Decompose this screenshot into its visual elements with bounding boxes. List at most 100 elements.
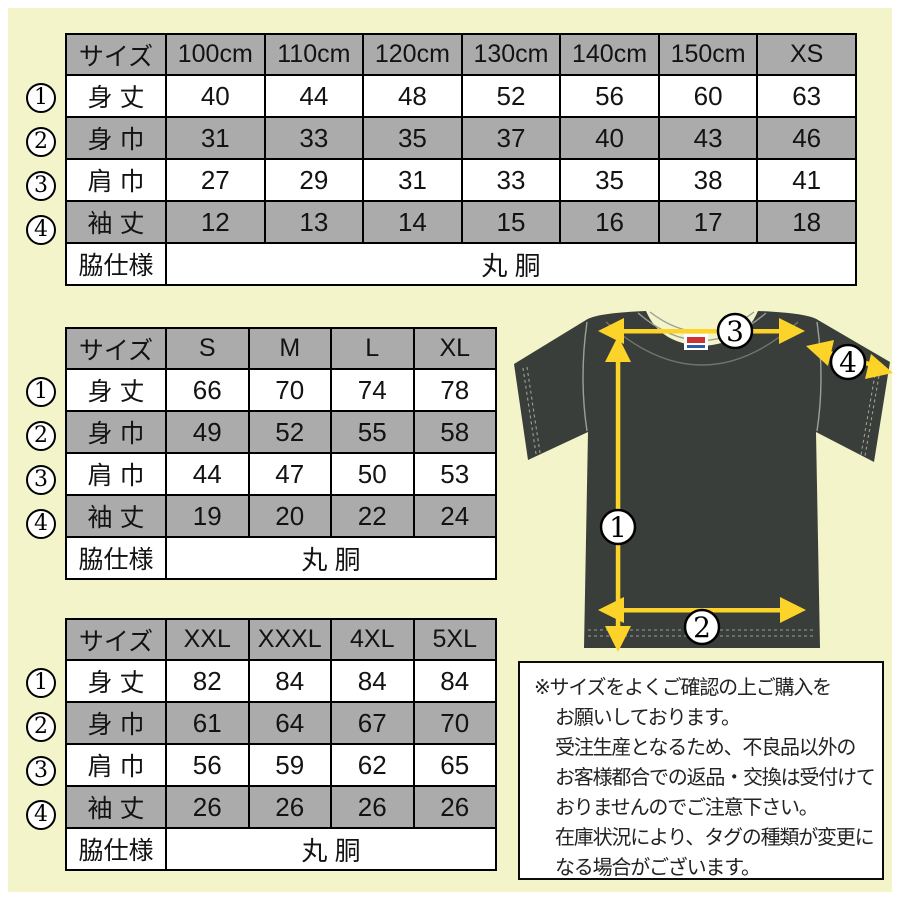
- row-number-1-icon: 1: [26, 377, 56, 407]
- value-cell: 26: [412, 785, 497, 829]
- value-cell: 14: [362, 200, 463, 244]
- header-cell: L: [330, 327, 415, 370]
- row-label-cell: 袖 丈: [65, 494, 167, 538]
- value-cell: 29: [263, 158, 365, 202]
- value-cell: 56: [165, 743, 250, 787]
- value-cell: 70: [247, 368, 332, 412]
- header-cell: サイズ: [65, 327, 167, 370]
- value-cell: 60: [657, 74, 759, 118]
- value-cell: 38: [657, 158, 759, 202]
- header-cell: XXL: [165, 618, 250, 661]
- row-label-cell: 身 丈: [65, 74, 167, 118]
- value-cell: 55: [330, 410, 415, 454]
- row-label-cell: 脇仕様: [65, 827, 167, 871]
- row-number-3-icon: 3: [26, 756, 56, 786]
- row-number-4-icon: 4: [26, 215, 56, 245]
- value-cell: 12: [165, 200, 266, 244]
- size-table-row: 肩 巾 56 59 62 65: [65, 743, 497, 787]
- row-label-cell: 肩 巾: [65, 452, 167, 496]
- notice-line: なる場合がございます。: [555, 857, 761, 879]
- value-cell: 49: [165, 410, 250, 454]
- value-cell: 46: [756, 116, 857, 160]
- value-cell: 64: [247, 701, 332, 745]
- row-label-cell: 肩 巾: [65, 158, 167, 202]
- header-cell: 5XL: [412, 618, 497, 661]
- header-cell: 100cm: [165, 33, 266, 76]
- size-table-row: 身 丈 82 84 84 84: [65, 659, 497, 703]
- measure-label-4: 4: [839, 346, 857, 379]
- row-label-cell: 身 巾: [65, 410, 167, 454]
- size-table-xxl-5xl: サイズ XXL XXXL 4XL 5XL 身 丈 82 84 84 84 身 巾 61 64 67 70 肩 …: [65, 618, 497, 871]
- value-cell: 84: [247, 659, 332, 703]
- header-cell: 110cm: [263, 33, 365, 76]
- tshirt-silhouette: [514, 311, 890, 648]
- measure-labels: 3 4 1 2: [599, 312, 867, 646]
- measure-label-3: 3: [726, 315, 744, 348]
- footer-value-cell: 丸 胴: [165, 827, 497, 871]
- value-cell: 67: [330, 701, 415, 745]
- size-table-row: 袖 丈 19 20 22 24: [65, 494, 497, 538]
- value-cell: 40: [559, 116, 660, 160]
- header-cell: 150cm: [657, 33, 759, 76]
- measure-label-2-circle: [683, 608, 721, 646]
- footer-value-cell: 丸 胴: [165, 242, 857, 286]
- value-cell: 52: [247, 410, 332, 454]
- value-cell: 15: [460, 200, 562, 244]
- notice-line: 在庫状況により、タグの種類が変更に: [555, 827, 875, 849]
- header-cell: 140cm: [559, 33, 660, 76]
- value-cell: 41: [756, 158, 857, 202]
- row-label-cell: 身 丈: [65, 368, 167, 412]
- value-cell: 48: [362, 74, 463, 118]
- row-number-2-icon: 2: [26, 127, 56, 157]
- notice-text: ※サイズをよくご確認の上ご購入を お願いしております。 受注生産となるため、不良品以…: [534, 673, 876, 883]
- value-cell: 33: [263, 116, 365, 160]
- value-cell: 44: [165, 452, 250, 496]
- row-label-cell: 身 巾: [65, 701, 167, 745]
- header-cell: S: [165, 327, 250, 370]
- notice-line: 受注生産となるため、不良品以外の: [555, 737, 856, 759]
- row-number-2-icon: 2: [26, 712, 56, 742]
- size-table-header-row: サイズ S M L XL: [65, 327, 497, 370]
- header-cell: XS: [756, 33, 857, 76]
- value-cell: 18: [756, 200, 857, 244]
- measure-label-1-circle: [599, 508, 637, 546]
- value-cell: 63: [756, 74, 857, 118]
- header-cell: M: [247, 327, 332, 370]
- row-label-cell: 身 巾: [65, 116, 167, 160]
- value-cell: 13: [263, 200, 365, 244]
- value-cell: 27: [165, 158, 266, 202]
- size-table-row: 肩 巾 27 29 31 33 35 38 41: [65, 158, 857, 202]
- size-table-footer-row: 脇仕様丸 胴: [65, 242, 857, 286]
- row-number-4-icon: 4: [26, 509, 56, 539]
- notice-line: ※サイズをよくご確認の上ご購入を: [534, 677, 832, 699]
- header-cell: 4XL: [330, 618, 415, 661]
- value-cell: 53: [412, 452, 497, 496]
- row-label-cell: 肩 巾: [65, 743, 167, 787]
- purchase-notice-box: ※サイズをよくご確認の上ご購入を お願いしております。 受注生産となるため、不良品以…: [518, 661, 884, 880]
- size-table-row: 身 丈 40 44 48 52 56 60 63: [65, 74, 857, 118]
- measure-label-3-circle: [716, 312, 754, 350]
- value-cell: 82: [165, 659, 250, 703]
- value-cell: 17: [657, 200, 759, 244]
- measure-label-2: 2: [693, 611, 711, 644]
- tshirt-measurement-diagram: 3 4 1 2: [514, 311, 893, 652]
- value-cell: 56: [559, 74, 660, 118]
- header-cell: 130cm: [460, 33, 562, 76]
- value-cell: 44: [263, 74, 365, 118]
- size-table-row: 袖 丈 26 26 26 26: [65, 785, 497, 829]
- value-cell: 26: [247, 785, 332, 829]
- size-table-footer-row: 脇仕様丸 胴: [65, 536, 497, 580]
- row-label-cell: 袖 丈: [65, 200, 167, 244]
- size-table-row: 身 巾 61 64 67 70: [65, 701, 497, 745]
- size-table-row: 肩 巾 44 47 50 53: [65, 452, 497, 496]
- value-cell: 37: [460, 116, 562, 160]
- row-number-2-icon: 2: [26, 421, 56, 451]
- row-label-cell: 脇仕様: [65, 536, 167, 580]
- brand-tag-icon: [684, 334, 708, 350]
- measure-label-1: 1: [609, 511, 627, 544]
- size-table-row: 身 丈 66 70 74 78: [65, 368, 497, 412]
- size-table-row: 袖 丈 12 13 14 15 16 17 18: [65, 200, 857, 244]
- notice-line: おりませんのでご注意下さい。: [555, 797, 819, 819]
- value-cell: 47: [247, 452, 332, 496]
- notice-line: お客様都合での返品・交換は受付けて: [555, 767, 876, 789]
